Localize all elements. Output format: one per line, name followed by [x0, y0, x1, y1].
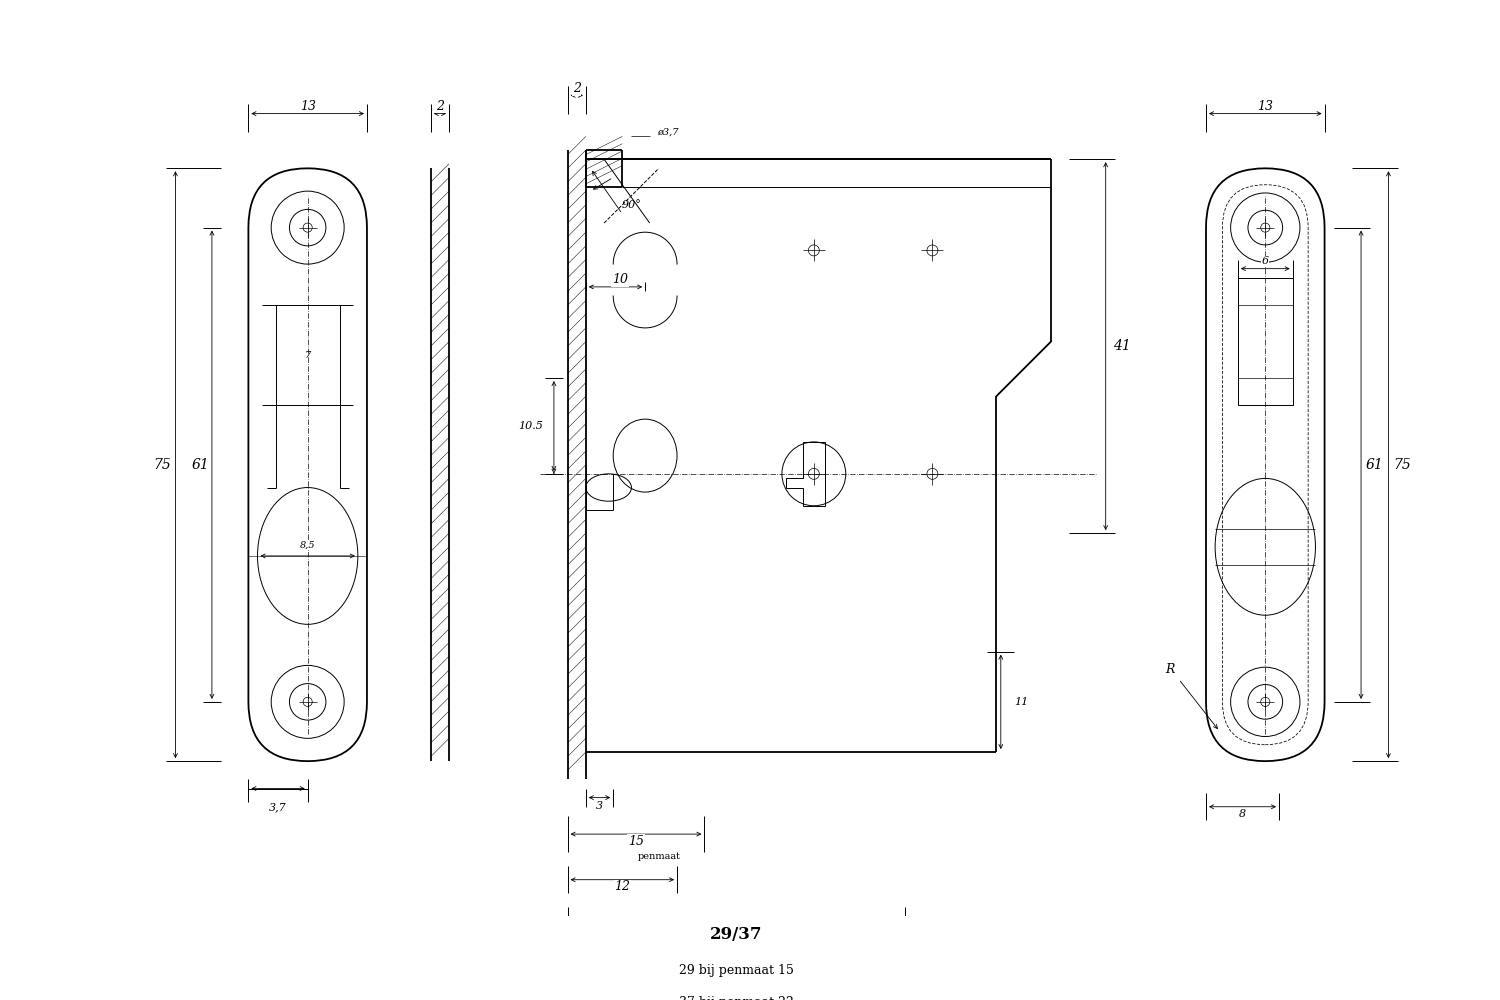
Text: 11: 11	[1014, 697, 1028, 707]
Text: 2: 2	[573, 82, 580, 95]
Text: 13: 13	[1257, 100, 1274, 113]
Text: 8: 8	[1239, 809, 1246, 819]
Text: 12: 12	[615, 880, 630, 893]
Text: R: R	[1166, 663, 1174, 676]
Text: 41: 41	[1113, 339, 1131, 353]
Text: 75: 75	[153, 458, 171, 472]
Text: 13: 13	[300, 100, 315, 113]
Text: 61: 61	[192, 458, 210, 472]
Text: 8,5: 8,5	[300, 540, 315, 549]
Text: 7: 7	[304, 351, 310, 360]
Text: 6: 6	[1262, 256, 1269, 266]
Bar	[276, 305, 339, 405]
Text: 15: 15	[628, 835, 644, 848]
Bar	[1238, 278, 1293, 405]
Text: 37 bij penmaat 22: 37 bij penmaat 22	[680, 996, 794, 1000]
Text: 3,7: 3,7	[268, 802, 286, 812]
Text: 29/37: 29/37	[710, 926, 762, 943]
Text: 3: 3	[596, 801, 603, 811]
Text: 90°: 90°	[621, 200, 642, 210]
Text: 2: 2	[436, 100, 444, 113]
Text: 10.5: 10.5	[519, 421, 543, 431]
Text: 29 bij penmaat 15: 29 bij penmaat 15	[680, 964, 794, 977]
Text: 61: 61	[1366, 458, 1383, 472]
Text: 75: 75	[1394, 458, 1411, 472]
Text: ø3,7: ø3,7	[657, 127, 678, 136]
Text: 10: 10	[612, 273, 628, 286]
Text: penmaat: penmaat	[638, 852, 681, 861]
